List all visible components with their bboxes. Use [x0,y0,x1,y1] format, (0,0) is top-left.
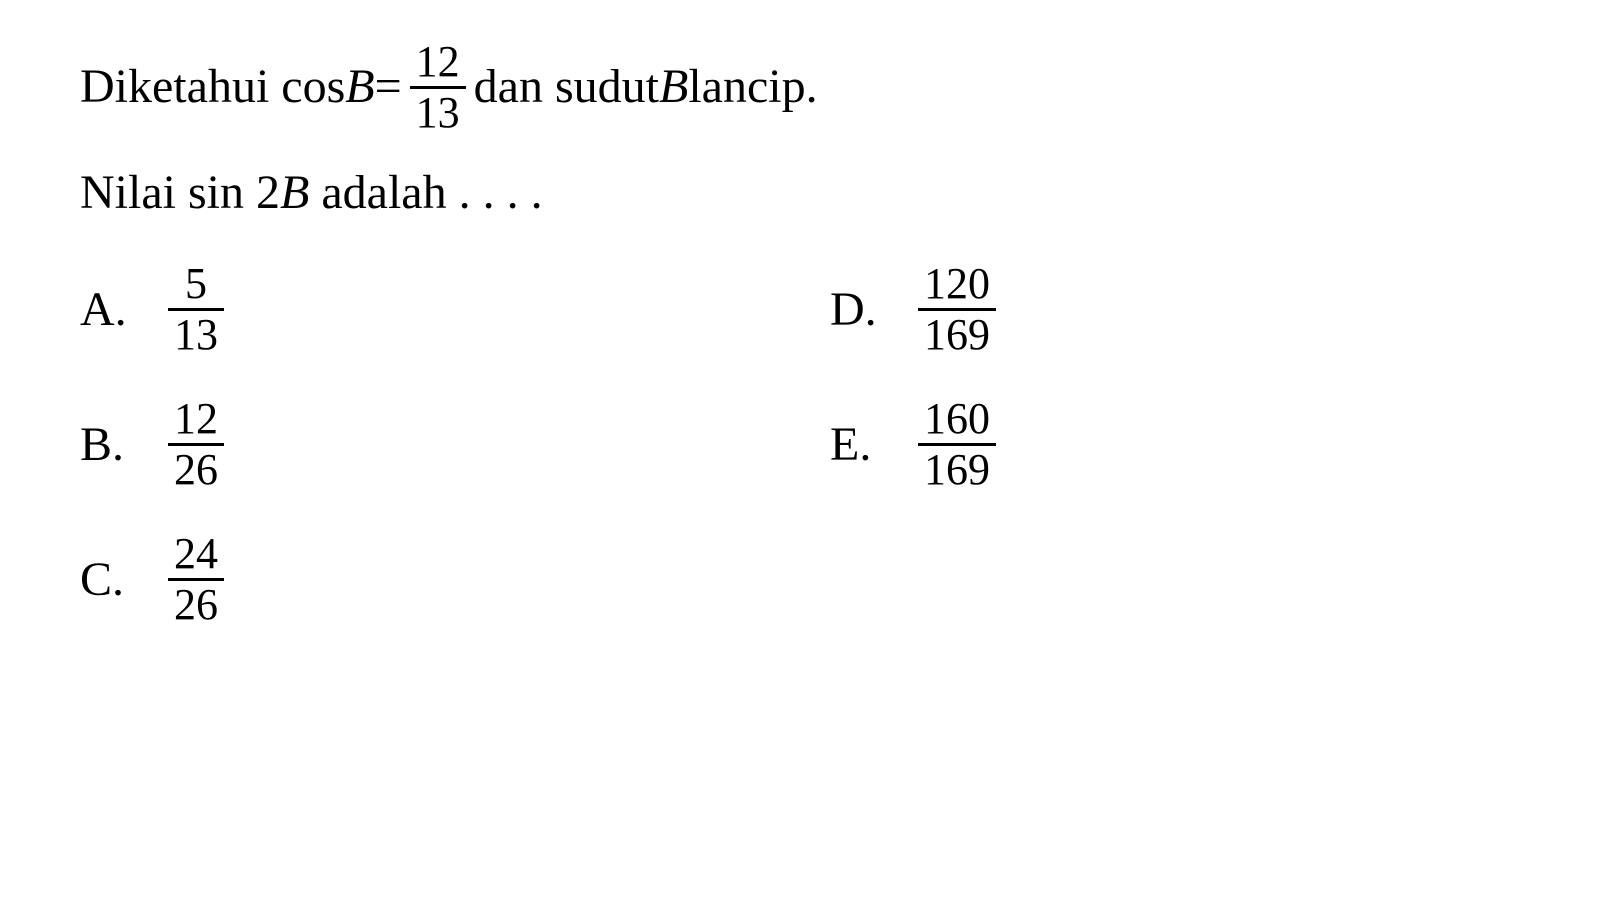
option-c-num: 24 [168,532,224,578]
option-d-label: D. [830,282,880,337]
option-a-label: A. [80,282,130,337]
option-b-num: 12 [168,397,224,443]
option-c-den: 26 [168,578,224,627]
option-d-num: 120 [918,262,996,308]
option-d: D. 120 169 [830,262,1280,357]
equals-sign: = [375,49,402,126]
option-b-fraction: 12 26 [168,397,224,492]
text-dan-sudut: dan sudut [474,49,659,126]
option-b-label: B. [80,417,130,472]
option-e-den: 169 [918,443,996,492]
question-line-2: Nilai sin 2B adalah . . . . [80,155,1544,232]
option-e-num: 160 [918,397,996,443]
option-d-fraction: 120 169 [918,262,996,357]
numerator: 12 [410,40,466,86]
option-b-den: 26 [168,443,224,492]
fraction-12-13: 12 13 [410,40,466,135]
variable-b3: B [280,166,309,219]
option-e-fraction: 160 169 [918,397,996,492]
option-c: C. 24 26 [80,532,530,627]
denominator: 13 [410,86,466,135]
variable-b2: B [659,49,688,126]
option-a-num: 5 [179,262,213,308]
text-lancip: lancip. [688,49,817,126]
option-a-fraction: 5 13 [168,262,224,357]
question-line-1: Diketahui cos B = 12 13 dan sudut B lanc… [80,40,1544,135]
text-diketahui: Diketahui cos [80,49,345,126]
option-e: E. 160 169 [830,397,1280,492]
option-c-fraction: 24 26 [168,532,224,627]
option-e-label: E. [830,417,880,472]
option-a-den: 13 [168,308,224,357]
text-adalah: adalah . . . . [309,166,542,219]
option-a: A. 5 13 [80,262,530,357]
option-b: B. 12 26 [80,397,530,492]
text-nilai-sin: Nilai sin 2 [80,166,280,219]
option-c-label: C. [80,552,130,607]
variable-b: B [345,49,374,126]
option-d-den: 169 [918,308,996,357]
options-grid: A. 5 13 D. 120 169 B. 12 26 E. 160 169 C… [80,262,1280,627]
